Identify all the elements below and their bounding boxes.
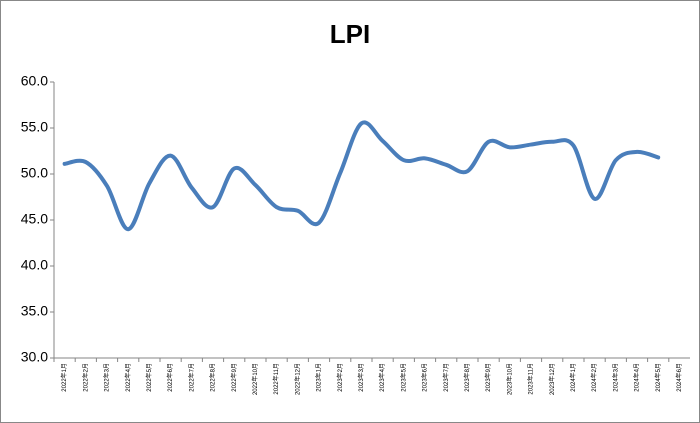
y-tick-label: 60.0 [21, 73, 48, 89]
x-tick-label: 2023年6月 [421, 363, 429, 392]
x-tick-label: 2022年4月 [124, 363, 132, 392]
x-tick-label: 2022年9月 [230, 363, 238, 392]
y-tick-label: 30.0 [21, 349, 48, 365]
x-tick-label: 2022年5月 [145, 363, 153, 392]
x-tick-label: 2022年3月 [103, 363, 111, 392]
x-tick-label: 2024年3月 [611, 363, 619, 392]
x-tick-label: 2023年3月 [357, 363, 365, 392]
x-tick-label: 2023年9月 [484, 363, 492, 392]
x-tick-label: 2023年10月 [505, 363, 513, 395]
x-tick-label: 2022年12月 [293, 363, 301, 395]
x-tick-label: 2024年4月 [633, 363, 641, 392]
x-tick-label: 2023年5月 [399, 363, 407, 392]
x-tick-label: 2023年4月 [378, 363, 386, 392]
x-tick-label: 2023年7月 [442, 363, 450, 392]
y-tick-label: 35.0 [21, 303, 48, 319]
x-tick-label: 2022年11月 [272, 363, 280, 395]
chart-title: LPI [330, 19, 370, 49]
x-tick-label: 2023年8月 [463, 363, 471, 392]
y-tick-label: 55.0 [21, 119, 48, 135]
x-tick-label: 2022年8月 [209, 363, 217, 392]
data-line [62, 120, 661, 232]
x-tick-label: 2024年1月 [569, 363, 577, 392]
x-tick-label: 2022年2月 [81, 363, 89, 392]
x-tick-label: 2023年12月 [548, 363, 556, 395]
x-tick-label: 2022年7月 [187, 363, 195, 392]
y-tick-label: 40.0 [21, 257, 48, 273]
x-tick-label: 2024年2月 [590, 363, 598, 392]
x-tick-label: 2022年6月 [166, 363, 174, 392]
x-tick-label: 2024年5月 [654, 363, 662, 392]
y-tick-label: 50.0 [21, 165, 48, 181]
x-tick-label: 2023年2月 [336, 363, 344, 392]
y-tick-label: 45.0 [21, 211, 48, 227]
x-tick-label: 2023年11月 [527, 363, 535, 395]
x-tick-label: 2022年1月 [60, 363, 68, 392]
x-tick-label: 2023年1月 [315, 363, 323, 392]
x-tick-label: 2024年6月 [675, 363, 683, 392]
x-tick-label: 2022年10月 [251, 363, 259, 395]
